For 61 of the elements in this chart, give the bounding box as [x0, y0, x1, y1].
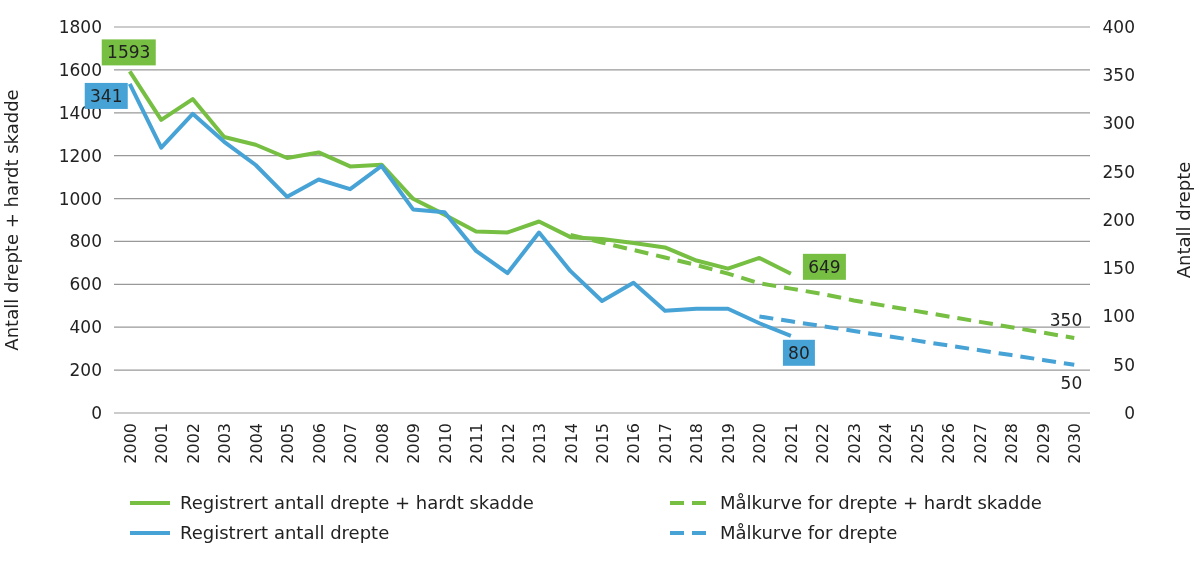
y2-tick-label: 150: [1102, 258, 1135, 279]
y-tick-label: 200: [69, 360, 102, 381]
x-tick-label: 2020: [750, 423, 770, 464]
x-tick-label: 2023: [844, 423, 864, 464]
data-label: 341: [90, 85, 123, 106]
x-tick-label: 2006: [309, 423, 329, 464]
x-tick-label: 2003: [215, 423, 235, 464]
x-tick-label: 2000: [120, 423, 140, 464]
x-tick-label: 2019: [718, 423, 738, 464]
x-tick-label: 2007: [341, 423, 361, 464]
x-tick-label: 2008: [372, 423, 392, 464]
y-tick-label: 800: [69, 231, 102, 252]
y-tick-label: 1800: [58, 16, 102, 37]
y2-tick-label: 50: [1113, 354, 1135, 375]
x-tick-label: 2024: [876, 423, 896, 464]
x-tick-label: 2014: [561, 423, 581, 464]
y2-tick-label: 0: [1124, 402, 1135, 423]
y2-tick-label: 100: [1102, 306, 1135, 327]
data-label: 50: [1060, 372, 1083, 393]
x-tick-label: 2027: [970, 423, 990, 464]
x-tick-label: 2018: [687, 423, 707, 464]
x-tick-label: 2011: [467, 423, 487, 464]
x-tick-label: 2026: [939, 423, 959, 464]
x-tick-label: 2022: [813, 423, 833, 464]
y2-tick-label: 400: [1102, 16, 1135, 37]
data-label: 350: [1049, 309, 1083, 330]
x-tick-label: 2001: [152, 423, 172, 464]
y-tick-label: 600: [69, 274, 102, 295]
y2-tick-label: 350: [1102, 65, 1135, 86]
data-label: 80: [788, 342, 810, 363]
y-tick-label: 400: [69, 317, 102, 338]
data-label: 649: [808, 256, 841, 277]
x-tick-label: 2021: [781, 423, 801, 464]
y-tick-label: 0: [91, 402, 102, 423]
x-tick-label: 2009: [404, 423, 424, 464]
y-tick-label: 1000: [58, 188, 102, 209]
legend-label: Registrert antall drepte: [180, 522, 390, 544]
x-tick-label: 2028: [1002, 423, 1022, 464]
x-tick-label: 2010: [435, 423, 455, 464]
legend-label: Registrert antall drepte + hardt skadde: [180, 492, 534, 514]
x-tick-label: 2013: [530, 423, 550, 464]
data-label: 1593: [107, 42, 151, 63]
x-tick-label: 2025: [907, 423, 927, 464]
y2-tick-label: 250: [1102, 161, 1135, 182]
x-tick-label: 2005: [278, 423, 298, 464]
y-tick-label: 1200: [58, 145, 102, 166]
x-tick-label: 2016: [624, 423, 644, 464]
x-tick-label: 2015: [593, 423, 612, 464]
x-tick-label: 2030: [1065, 423, 1085, 464]
legend-label: Målkurve for drepte: [720, 522, 898, 544]
x-tick-label: 2017: [655, 423, 675, 464]
x-tick-label: 2004: [246, 423, 266, 464]
y2-tick-label: 200: [1102, 209, 1135, 230]
y-tick-label: 1600: [58, 59, 102, 80]
x-tick-label: 2002: [183, 423, 203, 464]
legend-label: Målkurve for drepte + hardt skadde: [720, 492, 1042, 514]
x-tick-label: 2012: [498, 423, 518, 464]
y2-axis-title: Antall drepte: [1173, 161, 1194, 279]
y2-tick-label: 300: [1102, 113, 1135, 134]
y-axis-title: Antall drepte + hardt skadde: [1, 89, 22, 351]
x-tick-label: 2029: [1033, 423, 1053, 464]
